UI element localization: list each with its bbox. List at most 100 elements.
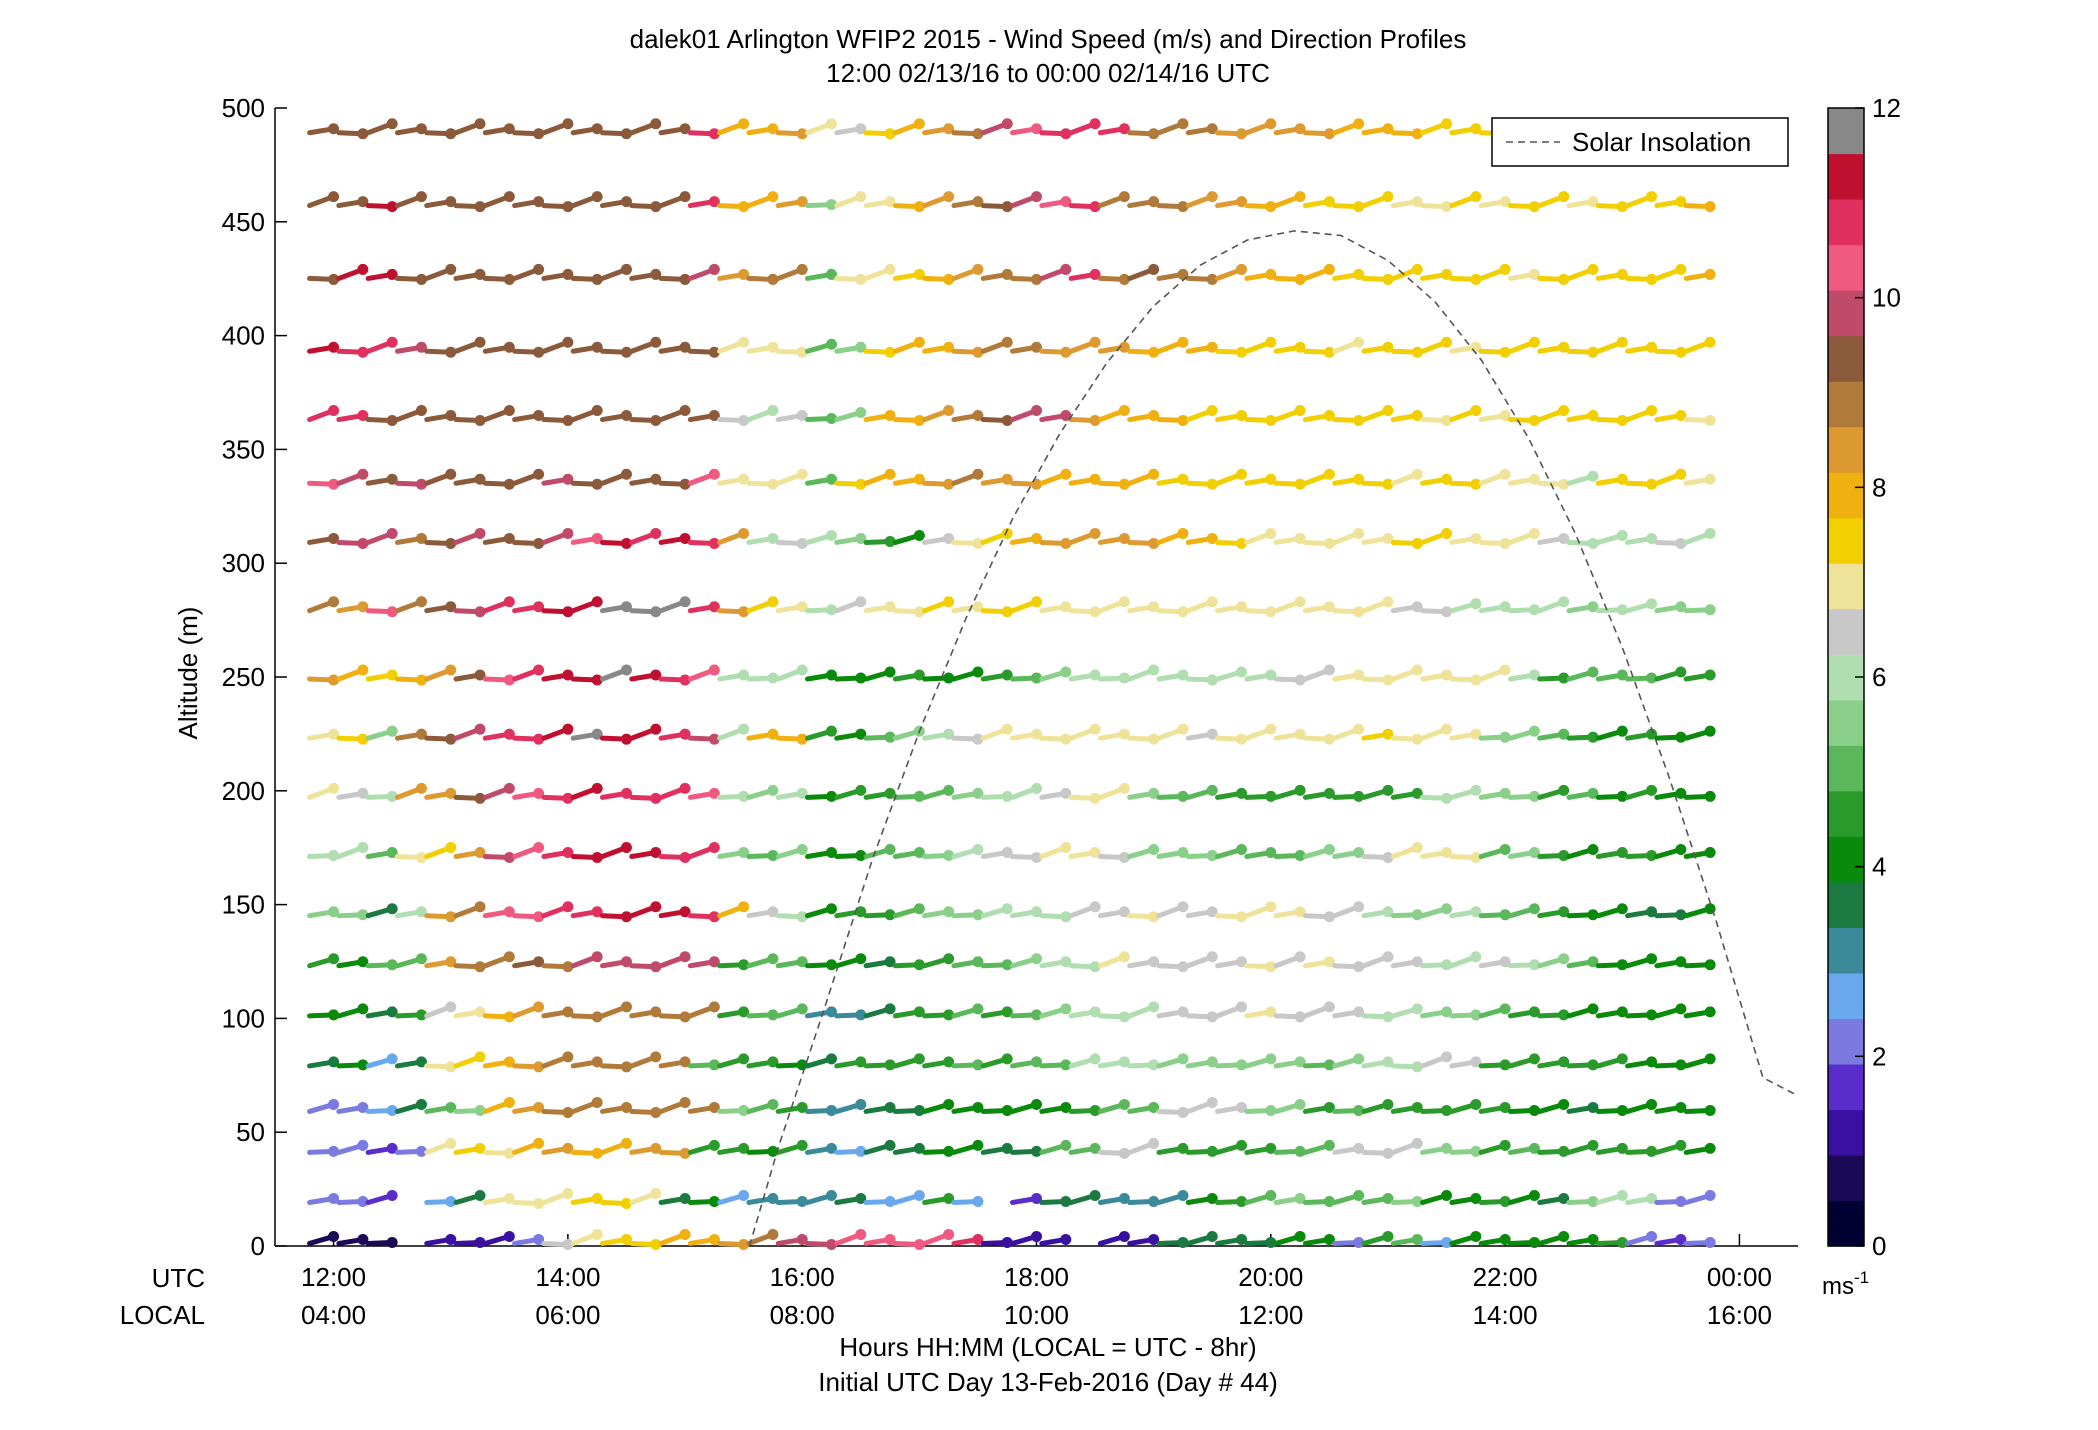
wind-barb-dot — [1528, 1104, 1540, 1116]
wind-barb-dot — [1206, 1096, 1218, 1108]
wind-barb-dot — [357, 1059, 369, 1071]
wind-barb — [1127, 410, 1160, 423]
wind-barb-dot — [650, 1238, 662, 1250]
colorbar-segment — [1828, 699, 1864, 746]
wind-barb-dot — [1616, 604, 1628, 616]
wind-barb-dot — [620, 842, 632, 854]
wind-barb — [658, 123, 691, 136]
wind-barb — [1683, 268, 1716, 281]
wind-barb — [1010, 1145, 1042, 1157]
wind-barb — [1068, 901, 1101, 919]
wind-barb — [687, 1195, 720, 1207]
wind-barb-dot — [825, 669, 837, 681]
wind-barb-dot — [1294, 784, 1306, 796]
wind-barb — [1010, 405, 1042, 423]
wind-barb-dot — [1382, 123, 1394, 135]
wind-barb-dot — [972, 128, 984, 140]
wind-barb — [1507, 415, 1540, 427]
wind-barb — [541, 723, 574, 741]
wind-barb-dot — [1001, 268, 1013, 280]
wind-barb — [804, 1189, 837, 1205]
wind-barb-dot — [1646, 953, 1658, 965]
wind-barb — [1625, 1230, 1658, 1246]
wind-barb-dot — [1118, 1098, 1130, 1110]
wind-barb-dot — [1411, 1061, 1423, 1073]
wind-barb — [1097, 596, 1130, 614]
wind-barb — [1127, 1137, 1160, 1155]
wind-barb — [1683, 790, 1716, 802]
wind-barb-dot — [1675, 468, 1687, 480]
wind-barb — [1273, 532, 1306, 545]
wind-barb-dot — [445, 601, 457, 613]
wind-barb-dot — [1499, 731, 1511, 743]
wind-barb — [1185, 341, 1218, 354]
wind-barb — [746, 1056, 779, 1069]
wind-barb — [541, 527, 574, 545]
wind-barb — [1683, 415, 1716, 427]
wind-barb — [307, 123, 340, 136]
wind-barb-dot — [1148, 664, 1160, 676]
wind-barb-dot — [328, 1098, 340, 1110]
wind-barb — [599, 1197, 632, 1209]
wind-barb-dot — [708, 410, 720, 422]
wind-barb-dot — [1704, 1006, 1716, 1018]
wind-barb-dot — [386, 847, 398, 859]
wind-barb-dot — [1323, 128, 1335, 140]
wind-barb — [1127, 1195, 1160, 1207]
wind-barb-dot — [1118, 906, 1130, 918]
wind-barb — [951, 1101, 984, 1114]
wind-barb-dot — [1206, 1011, 1218, 1023]
wind-barb — [599, 468, 632, 486]
wind-barb-dot — [650, 847, 662, 859]
wind-barb — [1683, 527, 1716, 545]
wind-barb-dot — [650, 1051, 662, 1063]
wind-barb-dot — [972, 346, 984, 358]
wind-barb-dot — [620, 1197, 632, 1209]
wind-barb-dot — [415, 782, 427, 794]
wind-barb — [1039, 787, 1072, 800]
wind-barb-dot — [1587, 410, 1599, 422]
wind-barb-dot — [884, 346, 896, 358]
wind-barb — [1068, 336, 1101, 354]
wind-barb-dot — [1001, 1104, 1013, 1116]
wind-barb-dot — [1616, 725, 1628, 737]
wind-barb — [1537, 191, 1570, 209]
wind-barb-dot — [1353, 606, 1365, 618]
wind-barb — [1156, 790, 1189, 802]
wind-barb — [599, 842, 632, 860]
wind-barb-dot — [913, 336, 925, 348]
wind-barb-dot — [1001, 606, 1013, 618]
wind-barb-dot — [1675, 844, 1687, 856]
wind-barb — [1390, 1061, 1423, 1073]
wind-barb-dot — [1206, 850, 1218, 862]
wind-barb-dot — [1206, 1192, 1218, 1204]
wind-barb-dot — [1001, 336, 1013, 348]
wind-barb-dot — [591, 1228, 603, 1240]
x-tick-label-local: 08:00 — [770, 1300, 835, 1330]
wind-barb-dot — [474, 1051, 486, 1063]
wind-barb-dot — [1411, 263, 1423, 275]
wind-barb — [1625, 273, 1658, 285]
wind-barb-dot — [357, 468, 369, 480]
wind-barb — [570, 906, 603, 919]
wind-barb — [453, 1006, 486, 1019]
wind-barb — [1302, 1059, 1335, 1071]
colorbar-segment — [1828, 1109, 1864, 1156]
wind-barb-dot — [1470, 123, 1482, 135]
wind-barb-dot — [562, 901, 574, 913]
wind-barb-dot — [1646, 850, 1658, 862]
wind-barb — [424, 1233, 457, 1246]
wind-barb — [1654, 346, 1687, 358]
wind-barb — [1595, 903, 1628, 919]
wind-barb-dot — [1236, 1139, 1248, 1151]
wind-barb-dot — [1323, 911, 1335, 923]
wind-barb-dot — [328, 1192, 340, 1204]
wind-barb-dot — [1323, 1101, 1335, 1113]
wind-barb — [1039, 128, 1072, 140]
wind-barb-dot — [620, 410, 632, 422]
wind-barb-dot — [1031, 596, 1042, 608]
wind-barb-dot — [1177, 473, 1189, 485]
wind-barb-dot — [1616, 415, 1628, 427]
wind-barb — [336, 956, 369, 969]
wind-barb-dot — [1382, 852, 1394, 864]
